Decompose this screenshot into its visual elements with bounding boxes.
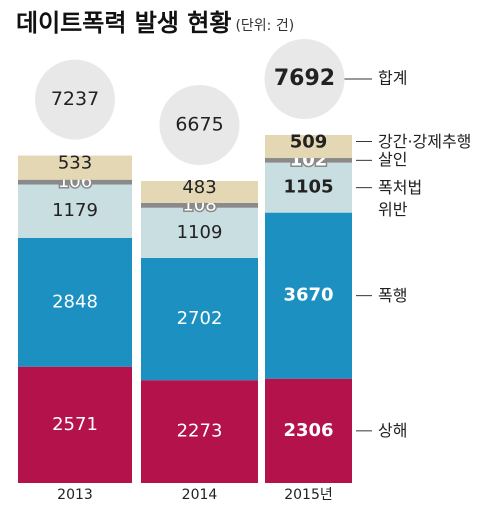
segment-label: 1109 [177, 222, 223, 243]
bar-segment [265, 212, 352, 379]
legend-label: 강간·강제추행 [378, 131, 472, 151]
chart-title: 데이트폭력 발생 현황 [16, 9, 231, 37]
bar-segment [141, 202, 258, 208]
total-label: 7692 [274, 66, 335, 91]
bar-segment [18, 155, 132, 180]
bar-segment [265, 135, 352, 159]
segment-label: 2848 [52, 291, 98, 312]
total-label: 7237 [51, 88, 99, 110]
legend-label: 합계 [378, 69, 407, 88]
segment-label: 3670 [283, 285, 333, 306]
segment-label: 2571 [52, 414, 98, 435]
x-tick-label: 2013 [57, 487, 93, 503]
bar-segment [18, 179, 132, 185]
bar-segment [18, 366, 132, 483]
legend-item: 폭행 [378, 285, 408, 305]
segment-label: 2273 [177, 421, 223, 442]
chart-subtitle: (단위: 건) [235, 18, 294, 34]
bar-segment [18, 237, 132, 367]
bar-segment [141, 257, 258, 381]
segment-label: 1105 [283, 177, 333, 198]
total-label: 6675 [175, 114, 223, 136]
segment-label: 509 [290, 132, 328, 153]
bar-segment [265, 378, 352, 483]
legend-label: 폭행 [378, 285, 408, 305]
segment-label: 533 [58, 153, 92, 174]
total-circle [35, 59, 115, 140]
segment-label: 1179 [52, 200, 98, 221]
bar-segment [265, 162, 352, 213]
legend-label: 상해 [378, 420, 408, 440]
bar-segment [265, 158, 352, 163]
x-tick-label: 2014 [182, 487, 218, 503]
segment-label: 483 [182, 177, 216, 198]
legend-label: 살인 [378, 150, 408, 170]
bar-segment [141, 380, 258, 483]
legend-item: 강간·강제추행 [378, 131, 472, 151]
legend-item: 상해 [378, 420, 408, 440]
legend-item: 폭처법 위반 [378, 177, 423, 219]
bar-segment [141, 207, 258, 258]
bar-segment [18, 184, 132, 238]
legend-item: 살인 [378, 150, 408, 170]
segment-label: 2306 [283, 420, 333, 441]
bar-segment [141, 181, 258, 203]
segment-label: 2702 [177, 308, 223, 329]
x-tick-label: 2015년 [284, 487, 333, 503]
legend-label: 폭처법 위반 [378, 177, 423, 219]
total-circle [159, 85, 240, 166]
total-circle [264, 39, 345, 119]
